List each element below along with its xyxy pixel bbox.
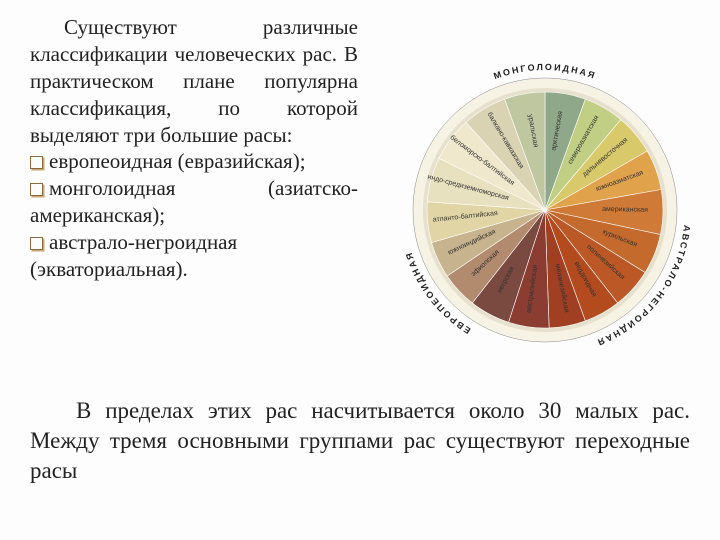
bullet-australo: австрало-негроидная (экваториальная). (30, 229, 358, 283)
bullet-label: европеоидная (евразийская); (49, 149, 306, 173)
bullet-icon (30, 237, 43, 250)
bullet-mongol: монголоидная (азиатско-американская); (30, 175, 358, 229)
slice-label: американская (602, 206, 648, 214)
intro-paragraph: Существуют различные классификации челов… (30, 14, 358, 148)
bullet-icon (30, 183, 43, 196)
intro-text-column: Существуют различные классификации челов… (0, 0, 370, 390)
pie-chart-column: арктическаясевероазиатскаядальневосточна… (370, 0, 720, 390)
bullet-icon (30, 156, 43, 169)
pie-svg: арктическаясевероазиатскаядальневосточна… (395, 60, 695, 360)
bullet-label: монголоидная (азиатско-американская); (30, 176, 358, 227)
bullet-europ: европеоидная (евразийская); (30, 148, 358, 175)
bottom-paragraph-block: В пределах этих рас насчитывается около … (0, 390, 720, 496)
pie-chart: арктическаясевероазиатскаядальневосточна… (395, 60, 695, 360)
bottom-paragraph: В пределах этих рас насчитывается около … (30, 396, 690, 486)
bullet-label: австрало-негроидная (экваториальная). (30, 230, 237, 281)
